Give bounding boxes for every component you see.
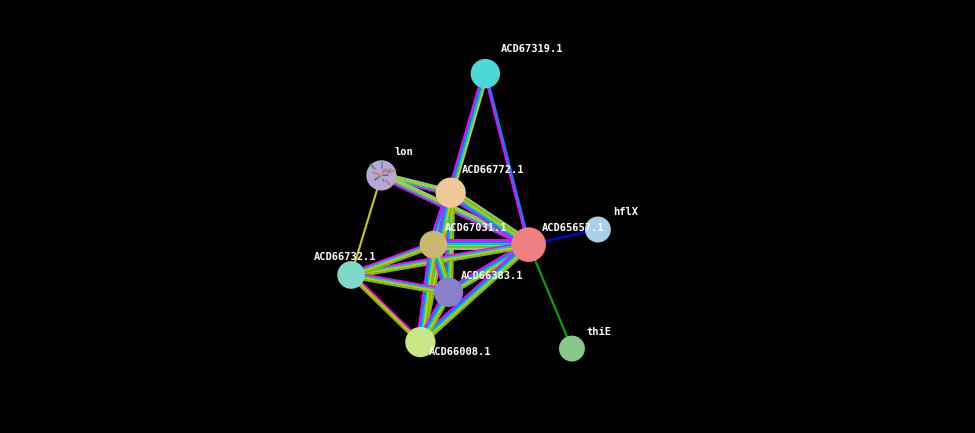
Text: ACD66008.1: ACD66008.1 — [429, 347, 491, 357]
Circle shape — [586, 217, 610, 242]
Text: ACD66383.1: ACD66383.1 — [460, 271, 524, 281]
Circle shape — [420, 232, 447, 258]
Text: ACD67319.1: ACD67319.1 — [500, 44, 563, 54]
Circle shape — [560, 336, 584, 361]
Circle shape — [368, 161, 396, 190]
Text: ACD66732.1: ACD66732.1 — [314, 252, 376, 262]
Text: ACD65657.1: ACD65657.1 — [542, 223, 604, 233]
Circle shape — [437, 178, 465, 207]
Circle shape — [338, 262, 364, 288]
Text: lon: lon — [395, 147, 413, 157]
Circle shape — [407, 328, 435, 356]
Circle shape — [512, 228, 545, 261]
Text: ACD66772.1: ACD66772.1 — [461, 165, 524, 175]
Circle shape — [472, 60, 499, 87]
Text: hflX: hflX — [613, 207, 638, 217]
Text: ACD67031.1: ACD67031.1 — [445, 223, 508, 233]
Text: thiE: thiE — [586, 327, 611, 337]
Circle shape — [435, 278, 462, 306]
